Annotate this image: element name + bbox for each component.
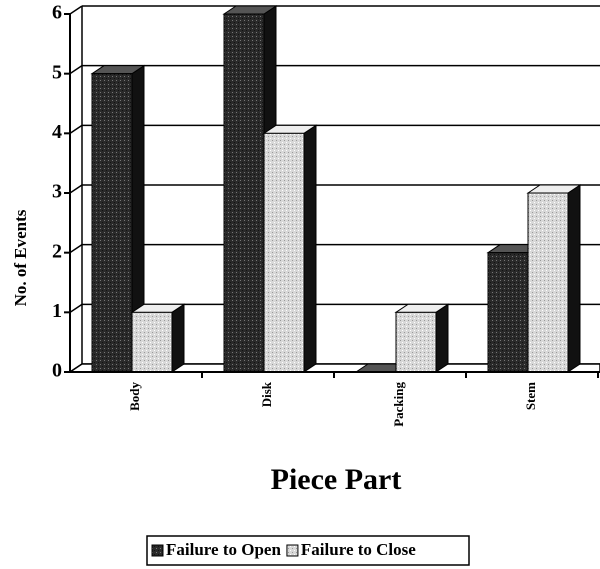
y-tick-label: 6: [52, 2, 62, 24]
bar-front: [487, 252, 529, 373]
bar-front: [223, 13, 265, 373]
bar-front: [263, 132, 305, 373]
bar-front: [131, 311, 173, 373]
grid-line-side: [69, 65, 83, 75]
y-tick-label: 2: [52, 240, 62, 262]
y-tick-label: 3: [52, 181, 62, 203]
grid-line-side: [69, 5, 83, 15]
bar-front: [91, 73, 133, 373]
bar: [526, 184, 582, 373]
legend-box: [146, 535, 470, 566]
y-tick-label: 0: [52, 360, 62, 382]
legend-swatch: [151, 544, 164, 557]
legend-label: Failure to Open: [166, 540, 281, 559]
y-tick-label: 5: [52, 61, 62, 83]
bar-side: [567, 184, 581, 373]
x-tick-label: Disk: [259, 381, 274, 407]
grid-line-side: [69, 244, 83, 254]
bar-side: [171, 303, 185, 373]
bar-front: [527, 192, 569, 373]
legend-swatch: [286, 544, 299, 557]
y-tick-label: 4: [52, 121, 62, 143]
legend-label: Failure to Close: [301, 540, 416, 559]
x-tick-label: Body: [127, 382, 142, 411]
x-tick-label: Stem: [523, 382, 538, 410]
x-axis-label: Piece Part: [271, 463, 402, 496]
bar-side: [303, 124, 317, 373]
bar: [130, 303, 186, 373]
y-axis-label: No. of Events: [11, 209, 30, 306]
bar-side: [435, 303, 449, 373]
bar-front: [395, 311, 437, 373]
bar: [394, 303, 450, 373]
x-tick-label: Packing: [391, 382, 406, 427]
grid-line-side: [69, 303, 83, 313]
y-tick-label: 1: [52, 300, 62, 322]
bar: [262, 124, 318, 373]
grid-line-side: [69, 124, 83, 134]
grid-line-side: [69, 184, 83, 194]
